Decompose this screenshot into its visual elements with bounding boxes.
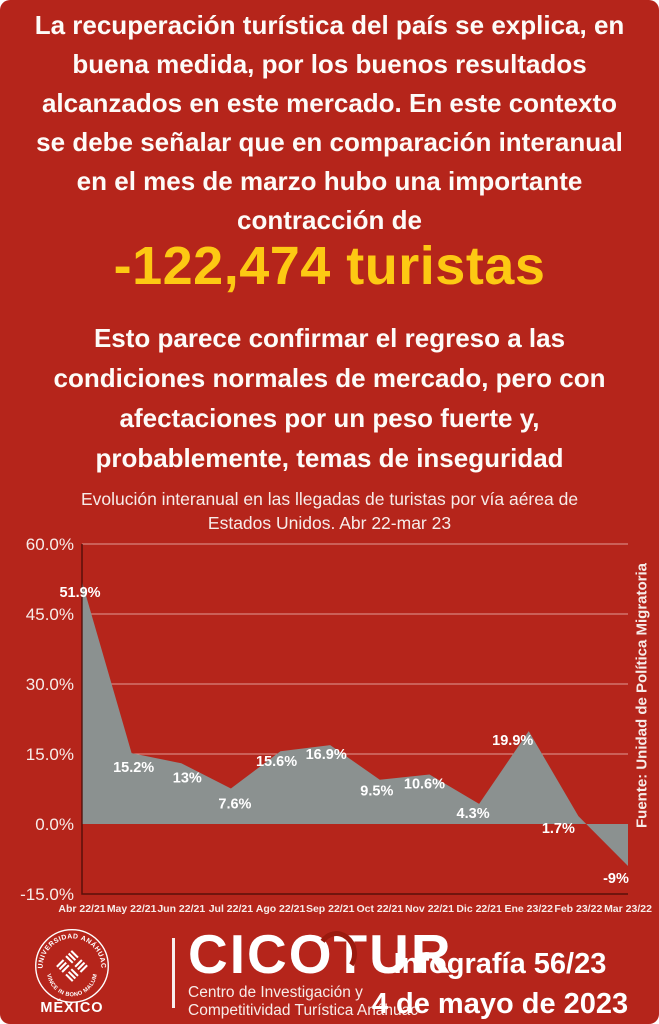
data-point-label: 51.9% xyxy=(59,585,100,601)
x-axis-category-label: Ene 23/22 xyxy=(505,903,554,915)
data-point-label: 15.6% xyxy=(256,754,297,770)
chart-area-fill xyxy=(82,581,628,866)
org-name-text: CICOTUR xyxy=(188,923,453,985)
org-wordmark: CICOTUR xyxy=(188,925,453,983)
x-axis-category-label: Jul 22/21 xyxy=(209,903,254,915)
chart-title: Evolución interanual en las llegadas de … xyxy=(80,489,579,533)
y-axis-tick-label: 15.0% xyxy=(26,745,74,764)
x-axis-category-label: Nov 22/21 xyxy=(405,903,454,915)
x-axis-category-label: Feb 23/22 xyxy=(554,903,602,915)
footer-divider xyxy=(172,938,175,1008)
data-point-label: -9% xyxy=(603,871,629,887)
x-axis-category-label: Jun 22/21 xyxy=(157,903,205,915)
intro-paragraph: La recuperación turística del país se ex… xyxy=(34,10,625,235)
body-paragraph: Esto parece confirmar el regreso a las c… xyxy=(53,323,606,473)
seal-diamond-pattern xyxy=(56,950,88,982)
data-point-label: 16.9% xyxy=(306,747,347,763)
seal-outer-ring xyxy=(35,929,109,1003)
y-axis-tick-label: -15.0% xyxy=(20,885,74,904)
seal-country-label: MÉXICO xyxy=(40,1000,104,1016)
chart-axis xyxy=(81,544,628,895)
infographic-date: 4 de mayo de 2023 xyxy=(371,988,629,1020)
org-block: CICOTUR Centro de Investigación y Compet… xyxy=(188,925,498,1020)
data-point-label: 13% xyxy=(173,770,202,786)
x-axis-category-label: Sep 22/21 xyxy=(306,903,355,915)
x-axis-category-label: May 22/21 xyxy=(107,903,157,915)
issue-block: Infografía 56/23 4 de mayo de 2023 xyxy=(355,944,645,1024)
data-point-label: 19.9% xyxy=(492,733,533,749)
infographic-number: Infografía 56/23 xyxy=(393,948,607,980)
x-axis-category-label: Abr 22/21 xyxy=(58,903,105,915)
y-axis-tick-label: 60.0% xyxy=(26,536,74,554)
evolution-area-chart: 60.0%45.0%30.0%15.0%0.0%-15.0%Abr 22/21 M… xyxy=(20,536,652,915)
anahuac-seal-logo: UNIVERSIDAD ANÁHUAC VINCE IN BONO MALUM xyxy=(35,929,109,1003)
headline-number: -122,474 turistas xyxy=(113,236,546,296)
source-note: Fuente: Unidad de Política Migratoria xyxy=(633,562,651,828)
data-point-label: 9.5% xyxy=(360,784,393,800)
x-axis-category-label: Dic 22/21 xyxy=(456,903,502,915)
x-axis-category-label: Oct 22/21 xyxy=(356,903,403,915)
x-axis-category-label: Ago 22/21 xyxy=(256,903,306,915)
y-axis-tick-label: 0.0% xyxy=(35,815,74,834)
org-description: Centro de Investigación y Competitividad… xyxy=(188,984,419,1019)
data-point-label: 1.7% xyxy=(542,821,575,837)
data-point-label: 7.6% xyxy=(218,797,251,813)
data-point-label: 15.2% xyxy=(113,760,154,776)
data-point-label: 10.6% xyxy=(404,777,445,793)
data-point-label: 4.3% xyxy=(457,806,490,822)
y-axis-tick-label: 30.0% xyxy=(26,675,74,694)
seal-bottom-text: VINCE IN BONO MALUM xyxy=(45,973,99,998)
y-axis-tick-label: 45.0% xyxy=(26,605,74,624)
x-axis-category-label: Mar 23/22 xyxy=(604,903,652,915)
